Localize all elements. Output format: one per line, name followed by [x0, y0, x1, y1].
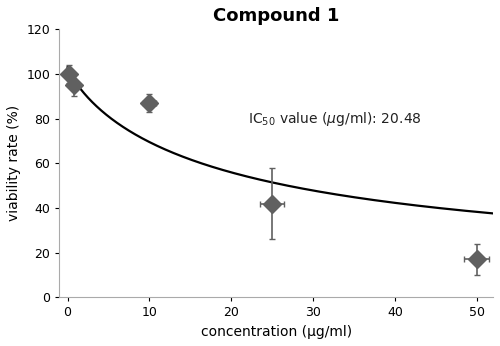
X-axis label: concentration (μg/ml): concentration (μg/ml) — [200, 325, 352, 339]
Text: IC$_{50}$ value ($\mu$g/ml): 20.48: IC$_{50}$ value ($\mu$g/ml): 20.48 — [248, 110, 422, 128]
Y-axis label: viability rate (%): viability rate (%) — [7, 105, 21, 221]
Title: Compound 1: Compound 1 — [213, 7, 340, 25]
